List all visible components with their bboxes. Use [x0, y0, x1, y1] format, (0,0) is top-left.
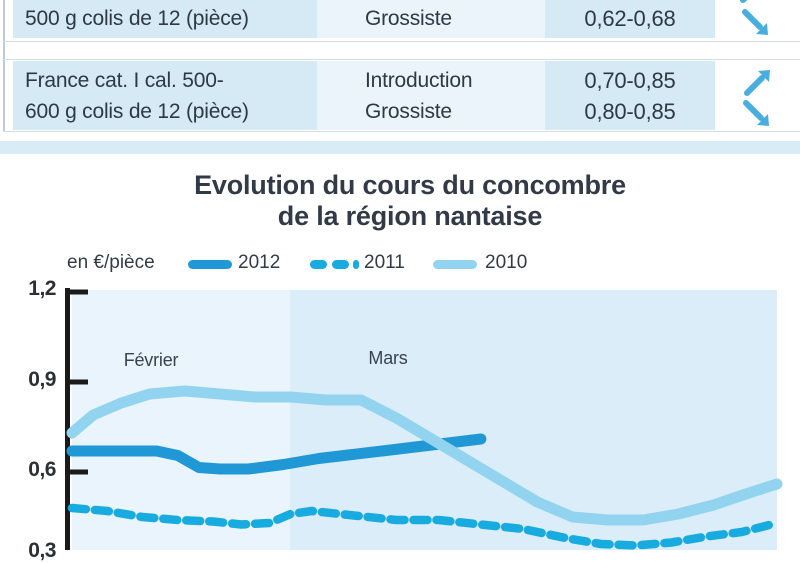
band-mars — [290, 290, 777, 550]
price-cell: 0,70-0,85 0,80-0,85 — [545, 61, 715, 130]
price-line: 0,70-0,85 — [584, 68, 676, 93]
y-tick — [65, 289, 88, 295]
price-cell: 0,62-0,68 — [545, 0, 715, 38]
y-tick — [65, 469, 88, 475]
product-cell: 500 g colis de 12 (pièce) — [13, 0, 317, 38]
row-divider — [3, 41, 800, 42]
chart-legend: en €/pièce 2012 2011 2010 — [0, 249, 800, 277]
ytick-label-0-9: 0,9 — [28, 368, 56, 391]
section-divider-strip — [0, 141, 800, 154]
product-cell: France cat. I cal. 500- 600 g colis de 1… — [13, 61, 317, 130]
y-axis — [65, 288, 70, 550]
chart-title: Evolution du cours du concombre de la ré… — [10, 170, 800, 232]
stage-line: Grossiste — [365, 100, 452, 123]
ytick-label-0-6: 0,6 — [28, 458, 56, 481]
table-left-border — [3, 0, 5, 131]
legend-swatch-2011 — [353, 260, 359, 269]
legend-swatch-2011 — [332, 260, 349, 269]
price-line: 0,62-0,68 — [584, 6, 676, 31]
line-2012 — [66, 433, 487, 475]
legend-swatch-2010 — [433, 260, 477, 269]
legend-label-2010: 2010 — [485, 252, 528, 273]
y-tick — [65, 379, 88, 385]
product-line: 500 g colis de 12 (pièce) — [25, 7, 249, 30]
product-line: 600 g colis de 12 (pièce) — [25, 100, 249, 123]
ytick-label-1-2: 1,2 — [28, 277, 56, 300]
line-2011 — [67, 503, 782, 550]
legend-swatch-2012 — [188, 260, 232, 269]
stage-cell: Introduction Grossiste — [317, 61, 545, 130]
table-bottom-rule — [3, 131, 800, 132]
trend-down-icon — [739, 6, 771, 38]
ytick-label-0-3: 0,3 — [28, 539, 56, 562]
unit-label: en €/pièce — [67, 252, 155, 273]
legend-label-2011: 2011 — [364, 252, 405, 273]
product-line: France cat. I cal. 500- — [25, 69, 224, 92]
line-2010 — [66, 385, 783, 526]
legend-swatch-2011 — [310, 260, 327, 269]
month-label-mars: Mars — [368, 348, 408, 368]
stage-line: Grossiste — [365, 7, 452, 30]
trend-down-icon — [740, 97, 772, 129]
price-line — [545, 0, 715, 2]
trend-up-icon — [741, 67, 773, 99]
price-line: 0,80-0,85 — [584, 99, 676, 124]
month-label-fevrier: Février — [123, 350, 179, 370]
stage-cell: Grossiste — [317, 0, 545, 38]
legend-label-2012: 2012 — [238, 252, 281, 273]
chart-title-line2: de la région nantaise — [277, 201, 543, 231]
row-divider — [3, 59, 800, 60]
stage-line: Introduction — [365, 69, 473, 92]
band-fevrier — [72, 290, 290, 550]
chart-title-line1: Evolution du cours du concombre — [194, 170, 626, 200]
